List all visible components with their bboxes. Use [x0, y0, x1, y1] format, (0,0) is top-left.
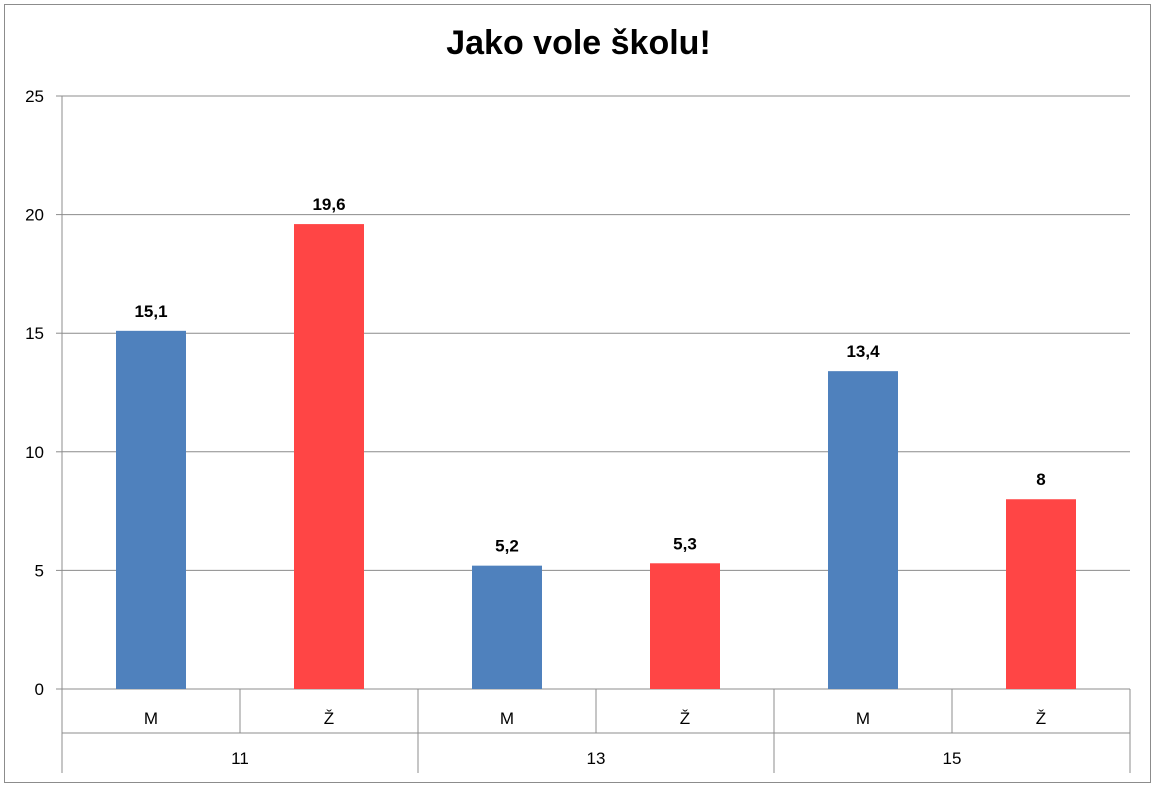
category-label: M — [144, 709, 158, 728]
data-label: 13,4 — [846, 342, 880, 361]
y-tick-label: 0 — [35, 680, 44, 699]
y-tick-label: 20 — [25, 206, 44, 225]
y-tick-label: 25 — [25, 87, 44, 106]
category-label: M — [856, 709, 870, 728]
data-label: 5,2 — [495, 537, 519, 556]
bar-15-z — [1006, 499, 1076, 689]
group-label: 11 — [231, 749, 249, 768]
data-label: 5,3 — [673, 534, 697, 553]
group-label: 15 — [943, 749, 962, 768]
y-tick-label: 10 — [25, 443, 44, 462]
bar-13-m — [472, 565, 542, 689]
data-label: 8 — [1036, 470, 1045, 489]
chart-frame — [4, 4, 1151, 783]
category-label: Ž — [680, 709, 690, 728]
bar-11-m — [116, 330, 186, 689]
group-label: 13 — [587, 749, 606, 768]
category-label: Ž — [1036, 709, 1046, 728]
category-label: Ž — [324, 709, 334, 728]
bar-11-z — [294, 224, 364, 689]
chart-title: Jako vole školu! — [446, 24, 711, 62]
y-tick-label: 5 — [35, 561, 44, 580]
bar-15-m — [828, 371, 898, 689]
data-label: 15,1 — [134, 302, 167, 321]
y-tick-label: 15 — [25, 324, 44, 343]
category-label: M — [500, 709, 514, 728]
bar-13-z — [650, 563, 720, 689]
data-label: 19,6 — [312, 195, 345, 214]
